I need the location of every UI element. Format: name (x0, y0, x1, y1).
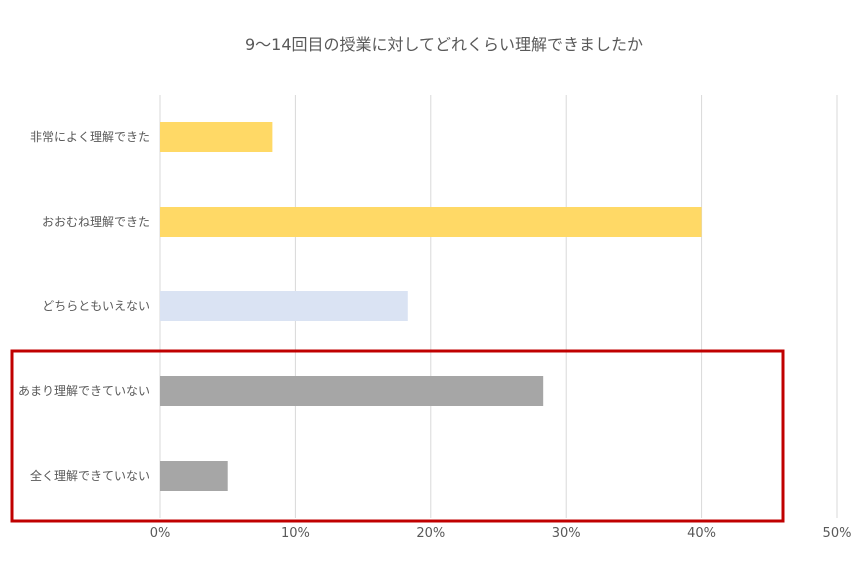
bar-0 (160, 122, 273, 152)
x-tick-label-1: 10% (281, 526, 310, 541)
x-tick-label-3: 30% (552, 526, 581, 541)
x-tick-label-2: 20% (416, 526, 445, 541)
category-label-1: おおむね理解できた (42, 215, 150, 229)
x-tick-label-4: 40% (687, 526, 716, 541)
category-labels: 非常によく理解できたおおむね理解できたどちらともいえないあまり理解できていない全… (18, 130, 150, 483)
x-axis-tick-labels: 0% 10% 20% 30% 40% 50% (150, 526, 852, 541)
category-label-2: どちらともいえない (42, 299, 150, 313)
category-label-4: 全く理解できていない (30, 468, 150, 483)
highlight-box (10, 349, 785, 523)
chart-title: 9〜14回目の授業に対してどれくらい理解できましたか (245, 35, 643, 54)
category-label-3: あまり理解できていない (18, 384, 150, 398)
bar-3 (160, 376, 544, 406)
bar-1 (160, 207, 702, 237)
gridlines (159, 95, 838, 518)
bars (160, 122, 702, 491)
bar-2 (160, 291, 408, 321)
category-label-0: 非常によく理解できた (30, 130, 150, 144)
bar-4 (160, 461, 228, 491)
x-tick-label-5: 50% (823, 526, 852, 541)
x-tick-label-0: 0% (150, 526, 171, 541)
